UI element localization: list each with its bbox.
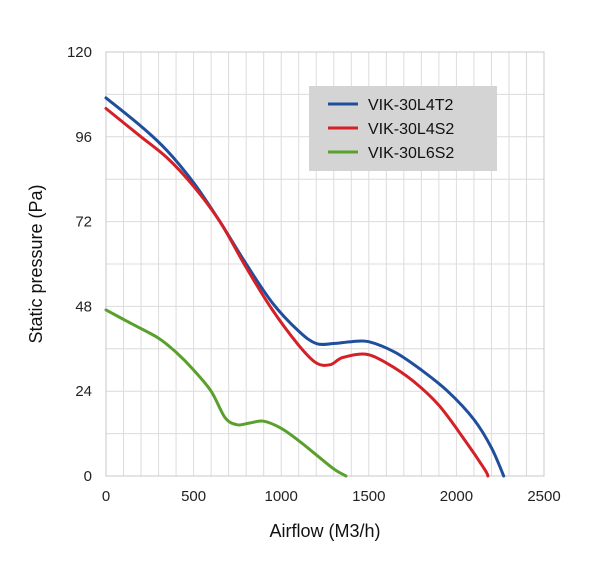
series-line-vik-30l4s2 (104, 107, 490, 478)
y-tick-label: 48 (75, 298, 92, 315)
x-tick-label: 500 (181, 488, 206, 505)
series-line-vik-30l6s2 (104, 308, 348, 478)
x-tick-labels: 0 500 1000 1500 2000 2500 (102, 488, 561, 505)
legend: VIK-30L4T2 VIK-30L4S2 VIK-30L6S2 (309, 86, 497, 171)
y-tick-label: 96 (75, 129, 92, 146)
legend-label-vik-30l4s2: VIK-30L4S2 (368, 121, 454, 138)
x-tick-label: 2000 (440, 488, 473, 505)
y-tick-label: 0 (84, 468, 92, 485)
y-axis-title: Static pressure (Pa) (26, 184, 46, 343)
legend-items: VIK-30L4T2 VIK-30L4S2 VIK-30L6S2 (328, 97, 454, 162)
y-tick-label: 24 (75, 383, 92, 400)
y-tick-labels: 0 24 48 72 96 120 (67, 44, 92, 485)
x-tick-label: 2500 (527, 488, 560, 505)
plot-frame (105, 51, 545, 477)
y-tick-label: 72 (75, 214, 92, 231)
x-tick-label: 1500 (352, 488, 385, 505)
legend-label-vik-30l4t2: VIK-30L4T2 (368, 97, 453, 114)
series-line-vik-30l4t2 (104, 96, 506, 478)
series-lines (104, 96, 506, 478)
x-axis-title: Airflow (M3/h) (269, 521, 380, 541)
legend-label-vik-30l6s2: VIK-30L6S2 (368, 145, 454, 162)
y-tick-label: 120 (67, 44, 92, 61)
x-tick-label: 1000 (265, 488, 298, 505)
grid-lines (106, 52, 544, 476)
x-tick-label: 0 (102, 488, 110, 505)
